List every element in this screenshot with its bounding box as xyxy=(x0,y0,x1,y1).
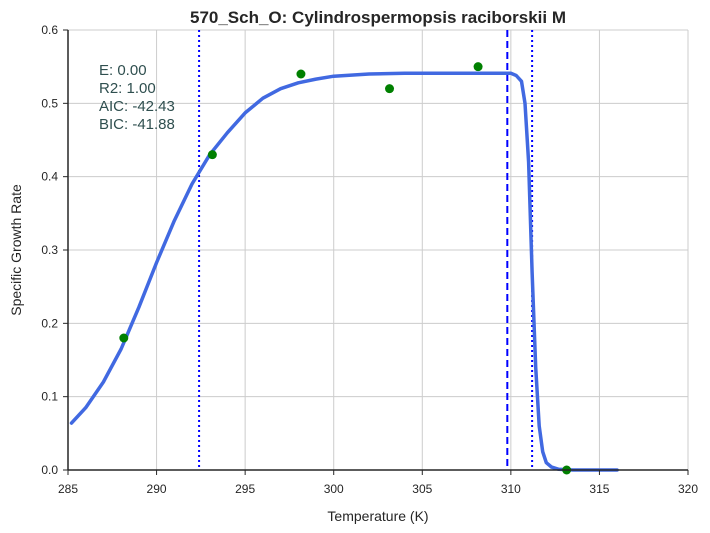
stat-bic: BIC: -41.88 xyxy=(99,116,175,133)
y-tick-label: 0.5 xyxy=(41,96,58,110)
y-tick-label: 0.0 xyxy=(41,463,58,477)
fit-curve-line xyxy=(69,71,619,472)
fit-statistics: E: 0.00 R2: 1.00 AIC: -42.43 BIC: -41.88 xyxy=(99,62,175,133)
data-points xyxy=(119,62,572,475)
y-tick-label: 0.1 xyxy=(41,390,58,404)
y-tick-label: 0.6 xyxy=(41,23,58,37)
x-axis-label: Temperature (K) xyxy=(327,508,428,524)
stat-r2: R2: 1.00 xyxy=(99,80,156,97)
x-tick-label: 305 xyxy=(412,482,432,496)
x-tick-label: 320 xyxy=(678,482,698,496)
x-tick-label: 290 xyxy=(147,482,167,496)
data-point xyxy=(385,84,395,94)
chart-title: 570_Sch_O: Cylindrospermopsis raciborski… xyxy=(190,8,566,27)
x-tick-label: 285 xyxy=(58,482,78,496)
stat-aic: AIC: -42.43 xyxy=(99,98,175,115)
x-tick-label: 295 xyxy=(235,482,255,496)
data-point xyxy=(119,333,129,343)
data-point xyxy=(207,150,217,160)
y-axis-label: Specific Growth Rate xyxy=(8,184,24,316)
y-tick-label: 0.4 xyxy=(41,170,58,184)
data-point xyxy=(473,62,483,72)
x-ticks: 285 290 295 300 305 310 315 320 xyxy=(58,470,698,496)
y-ticks: 0.0 0.1 0.2 0.3 0.4 0.5 0.6 xyxy=(41,23,68,477)
data-point xyxy=(296,69,306,79)
fitted-curve xyxy=(69,71,619,472)
grid xyxy=(67,29,689,471)
stat-e: E: 0.00 xyxy=(99,62,147,79)
y-tick-label: 0.2 xyxy=(41,316,58,330)
x-tick-label: 300 xyxy=(324,482,344,496)
x-tick-label: 315 xyxy=(589,482,609,496)
x-tick-label: 310 xyxy=(501,482,521,496)
y-tick-label: 0.3 xyxy=(41,243,58,257)
